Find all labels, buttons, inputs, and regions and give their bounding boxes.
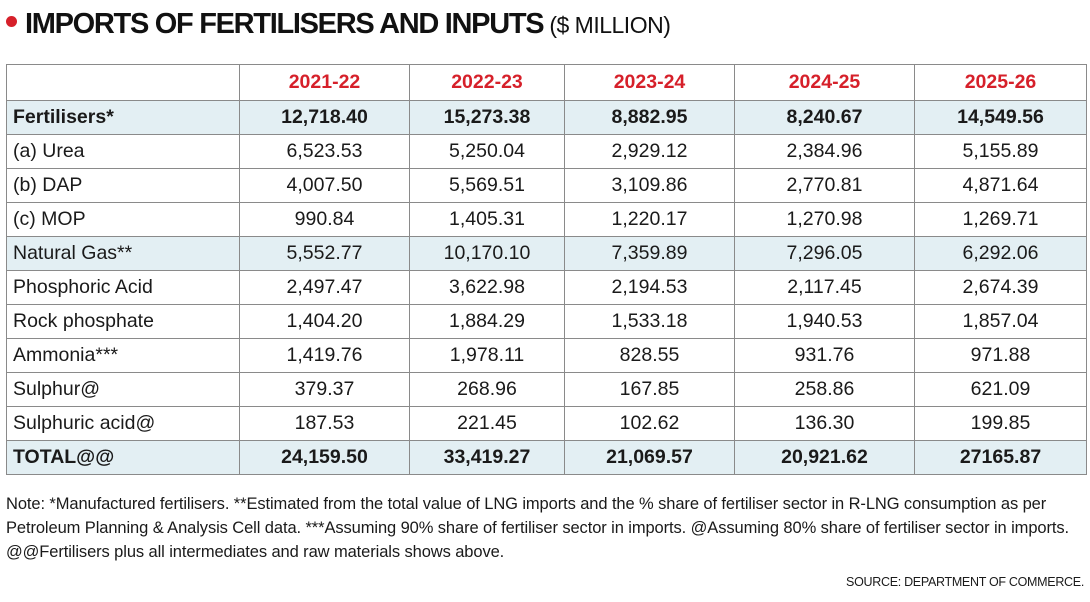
row-label: Ammonia*** [6,338,240,373]
col-header-2023-24: 2023-24 [564,64,735,101]
col-header-2022-23: 2022-23 [409,64,565,101]
value-cell: 3,109.86 [564,168,735,203]
value-cell: 1,940.53 [734,304,915,339]
value-cell: 167.85 [564,372,735,407]
value-cell: 199.85 [914,406,1087,441]
table-row: (b) DAP 4,007.50 5,569.51 3,109.86 2,770.81 4… [6,168,1087,203]
col-header-2021-22: 2021-22 [239,64,410,101]
value-cell: 1,884.29 [409,304,565,339]
value-cell: 1,270.98 [734,202,915,237]
value-cell: 4,871.64 [914,168,1087,203]
value-cell: 268.96 [409,372,565,407]
value-cell: 15,273.38 [409,100,565,135]
source-credit: SOURCE: DEPARTMENT OF COMMERCE. [846,575,1084,589]
chart-unit: ($ MILLION) [549,12,671,38]
value-cell: 1,419.76 [239,338,410,373]
chart-title: IMPORTS OF FERTILISERS AND INPUTS [25,8,545,40]
value-cell: 8,882.95 [564,100,735,135]
value-cell: 931.76 [734,338,915,373]
value-cell: 33,419.27 [409,440,565,475]
table-body: Fertilisers* 12,718.40 15,273.38 8,882.95 8,… [6,100,1087,475]
table-row: Rock phosphate 1,404.20 1,884.29 1,533.18 1,… [6,304,1087,339]
value-cell: 14,549.56 [914,100,1087,135]
row-label: TOTAL@@ [6,440,240,475]
header-row: 2021-22 2022-23 2023-24 2024-25 2025-26 [6,64,1087,101]
value-cell: 21,069.57 [564,440,735,475]
value-cell: 1,404.20 [239,304,410,339]
bullet-dot-icon [6,16,17,27]
value-cell: 1,533.18 [564,304,735,339]
value-cell: 2,770.81 [734,168,915,203]
value-cell: 3,622.98 [409,270,565,305]
value-cell: 2,384.96 [734,134,915,169]
value-cell: 2,929.12 [564,134,735,169]
row-label: Phosphoric Acid [6,270,240,305]
table-row: Sulphur@ 379.37 268.96 167.85 258.86 621.09 [6,372,1087,407]
value-cell: 20,921.62 [734,440,915,475]
imports-table: 2021-22 2022-23 2023-24 2024-25 2025-26 … [6,64,1087,475]
value-cell: 10,170.10 [409,236,565,271]
table-row: Phosphoric Acid 2,497.47 3,622.98 2,194.53 2… [6,270,1087,305]
value-cell: 24,159.50 [239,440,410,475]
value-cell: 5,569.51 [409,168,565,203]
value-cell: 4,007.50 [239,168,410,203]
value-cell: 6,292.06 [914,236,1087,271]
value-cell: 5,552.77 [239,236,410,271]
value-cell: 8,240.67 [734,100,915,135]
value-cell: 258.86 [734,372,915,407]
value-cell: 2,674.39 [914,270,1087,305]
value-cell: 6,523.53 [239,134,410,169]
header-label-cell [6,64,240,101]
table-row: (c) MOP 990.84 1,405.31 1,220.17 1,270.98 1,2… [6,202,1087,237]
table-row: (a) Urea 6,523.53 5,250.04 2,929.12 2,384.96… [6,134,1087,169]
value-cell: 828.55 [564,338,735,373]
value-cell: 990.84 [239,202,410,237]
value-cell: 1,978.11 [409,338,565,373]
footnote: Note: *Manufactured fertilisers. **Estim… [6,495,1069,561]
row-label: (b) DAP [6,168,240,203]
value-cell: 27165.87 [914,440,1087,475]
value-cell: 7,296.05 [734,236,915,271]
value-cell: 621.09 [914,372,1087,407]
value-cell: 221.45 [409,406,565,441]
value-cell: 1,405.31 [409,202,565,237]
value-cell: 1,857.04 [914,304,1087,339]
value-cell: 187.53 [239,406,410,441]
value-cell: 12,718.40 [239,100,410,135]
table-row: Sulphuric acid@ 187.53 221.45 102.62 136.30 1… [6,406,1087,441]
value-cell: 2,194.53 [564,270,735,305]
value-cell: 2,117.45 [734,270,915,305]
table-row: TOTAL@@ 24,159.50 33,419.27 21,069.57 20,921… [6,440,1087,475]
value-cell: 1,220.17 [564,202,735,237]
value-cell: 1,269.71 [914,202,1087,237]
value-cell: 5,155.89 [914,134,1087,169]
value-cell: 7,359.89 [564,236,735,271]
row-label: Sulphur@ [6,372,240,407]
row-label: (c) MOP [6,202,240,237]
table-row: Natural Gas** 5,552.77 10,170.10 7,359.89 7,… [6,236,1087,271]
value-cell: 5,250.04 [409,134,565,169]
row-label: Fertilisers* [6,100,240,135]
value-cell: 102.62 [564,406,735,441]
value-cell: 136.30 [734,406,915,441]
col-header-2025-26: 2025-26 [914,64,1087,101]
value-cell: 2,497.47 [239,270,410,305]
table-row: Fertilisers* 12,718.40 15,273.38 8,882.95 8,… [6,100,1087,135]
value-cell: 379.37 [239,372,410,407]
value-cell: 971.88 [914,338,1087,373]
row-label: Rock phosphate [6,304,240,339]
table-row: Ammonia*** 1,419.76 1,978.11 828.55 931.76 97… [6,338,1087,373]
row-label: (a) Urea [6,134,240,169]
title-row: IMPORTS OF FERTILISERS AND INPUTS ($ MIL… [6,8,671,48]
row-label: Sulphuric acid@ [6,406,240,441]
row-label: Natural Gas** [6,236,240,271]
col-header-2024-25: 2024-25 [734,64,915,101]
